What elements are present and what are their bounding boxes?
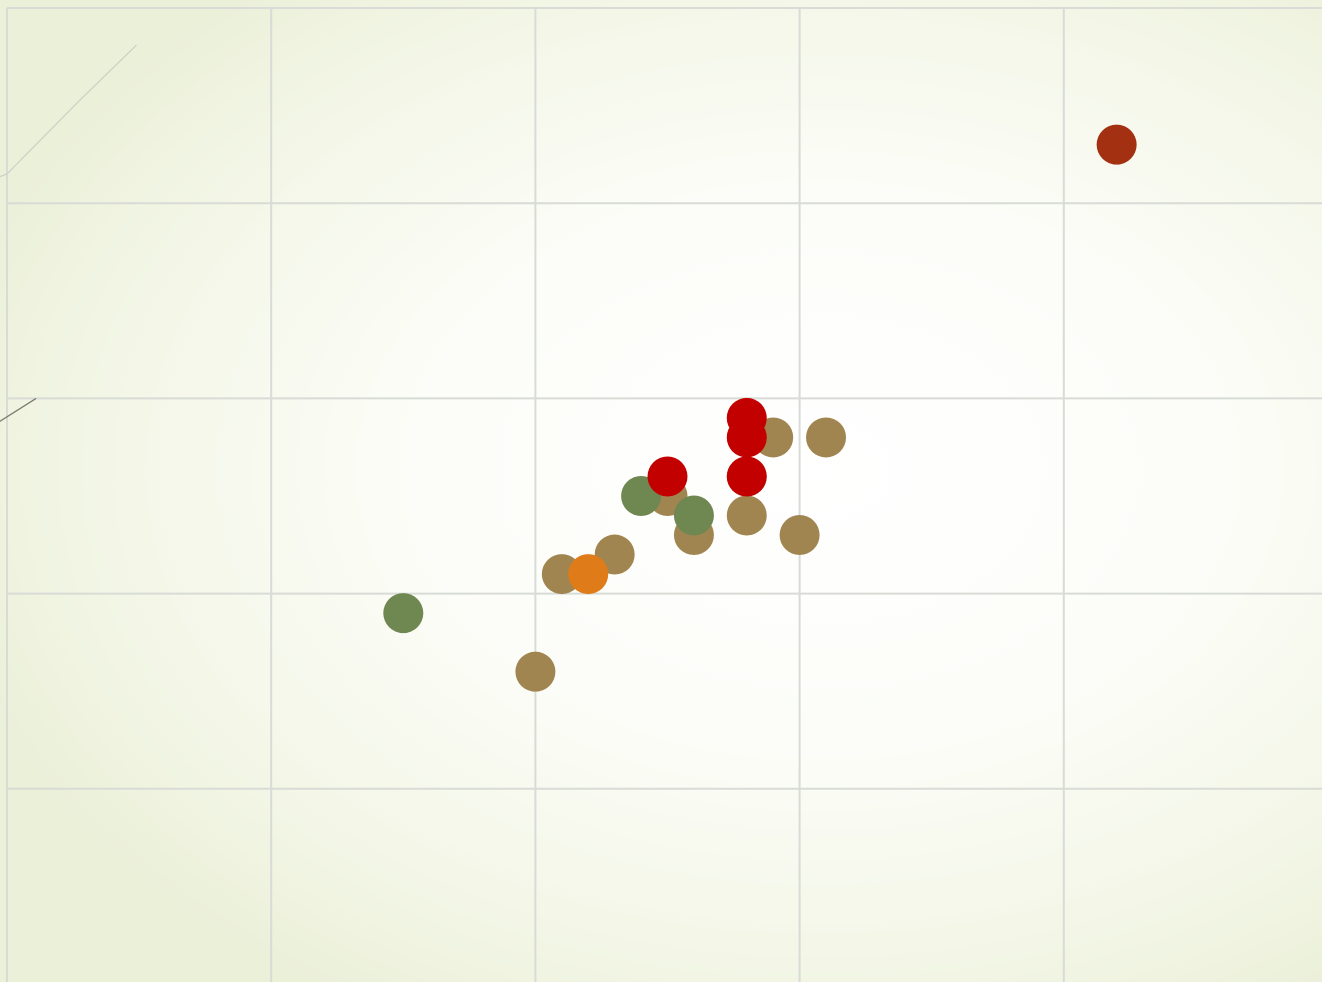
data-point (806, 417, 847, 458)
data-point (726, 456, 767, 497)
data-point (568, 554, 609, 595)
trend-lines (0, 44, 137, 423)
grid-lines (6, 7, 1322, 982)
data-point (726, 495, 767, 536)
data-point (1096, 124, 1137, 165)
data-point (647, 456, 688, 497)
data-point (726, 417, 767, 458)
data-point (515, 651, 556, 692)
data-point (673, 495, 714, 536)
trend-line (0, 44, 137, 178)
trend-line (0, 397, 37, 423)
data-points (383, 124, 1137, 692)
data-point (383, 593, 424, 634)
data-point (779, 515, 820, 556)
